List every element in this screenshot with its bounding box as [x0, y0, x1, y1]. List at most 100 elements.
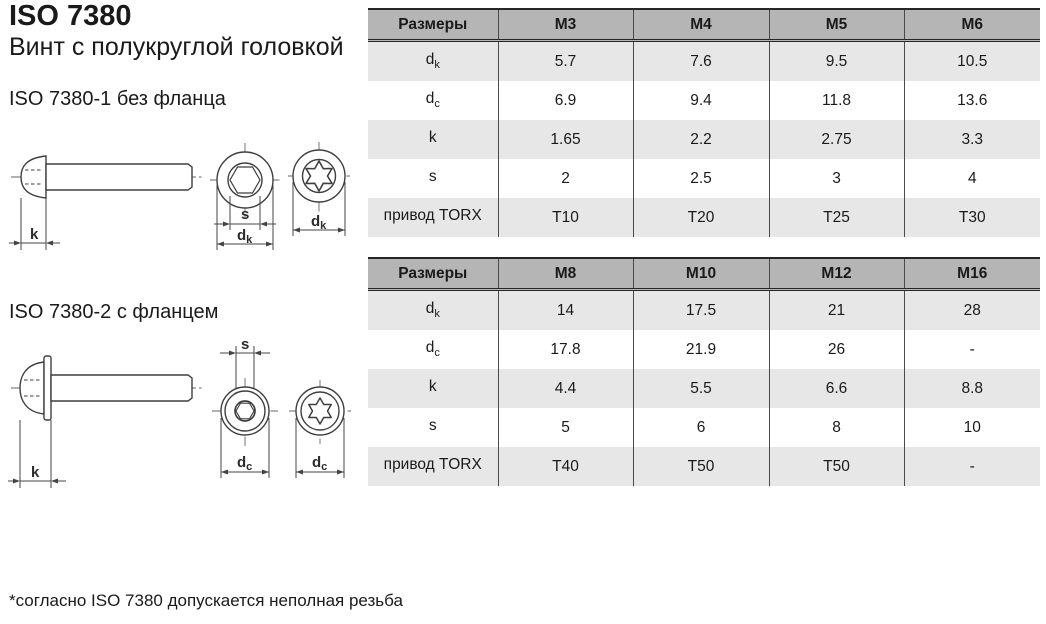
torx-star: [305, 160, 333, 192]
page-subtitle: Винт с полукруглой головкой: [9, 33, 344, 61]
table-cell: 6.6: [768, 369, 904, 408]
torx-socket-front-view: [288, 142, 350, 212]
table-row: dk 14 17.5 21 28: [368, 289, 1040, 330]
table-cell: 10: [903, 408, 1040, 447]
table-header-row: Размеры M8 M10 M12 M16: [368, 257, 1040, 291]
row-label-cell: dc: [425, 90, 440, 111]
table-cell: 2.75: [768, 120, 904, 159]
table-row: привод TORX T10 T20 T25 T30: [368, 198, 1040, 237]
table-row: dc 6.9 9.4 11.8 13.6: [368, 81, 1040, 120]
table-row: dk 5.7 7.6 9.5 10.5: [368, 40, 1040, 81]
table-cell: 2.2: [632, 120, 769, 159]
table-row: s 2 2.5 3 4: [368, 159, 1040, 198]
table-row: привод TORX T40 T50 T50 -: [368, 447, 1040, 486]
row-label-cell: dc: [425, 339, 440, 360]
table-cell: 3: [768, 159, 904, 198]
table-cell: 4.4: [497, 369, 633, 408]
dim-label-k: k: [30, 226, 39, 243]
screw-side-view-flanged: [11, 355, 204, 421]
spec-table-small-sizes: Размеры M3 M4 M5 M6 dk 5.7 7.6 9.5 10.5 …: [368, 8, 1040, 237]
column-header-size: M5: [768, 8, 904, 42]
table-cell: 9.5: [768, 40, 904, 81]
table-cell: 8: [768, 408, 904, 447]
table-cell: 11.8: [768, 81, 904, 120]
row-label-cell: k: [428, 129, 437, 147]
dimension-s: s: [214, 196, 276, 230]
column-header-size: M8: [497, 257, 633, 291]
column-header-size: M6: [903, 8, 1040, 42]
table-cell: 26: [768, 330, 904, 369]
table-cell: 17.5: [632, 289, 769, 330]
column-header-size: M4: [632, 8, 769, 42]
dim-label-dk: dk: [237, 227, 253, 246]
iso-7380-1-drawing: k s dk: [9, 142, 350, 250]
row-label-cell: s: [428, 417, 437, 435]
table-cell: -: [903, 330, 1040, 369]
iso-7380-2-drawing: k s dc: [8, 336, 351, 488]
row-label-cell: dk: [425, 300, 440, 321]
dim-label-dc: dc: [237, 454, 252, 473]
dimension-dk-hex: dk: [216, 185, 274, 250]
dimension-dc-torx: dc: [295, 418, 345, 478]
screw-side-view: [11, 155, 204, 199]
row-label-cell: привод TORX: [383, 456, 482, 474]
table-cell: 17.8: [497, 330, 633, 369]
table-cell: 1.65: [497, 120, 633, 159]
table-cell: T40: [497, 447, 633, 486]
dimension-dc-hex: dc: [220, 418, 270, 478]
dimension-k: k: [8, 420, 66, 488]
table-cell: 14: [497, 289, 633, 330]
table-cell: 2.5: [632, 159, 769, 198]
table-cell: 13.6: [903, 81, 1040, 120]
table-cell: 28: [903, 289, 1040, 330]
dimension-k: k: [9, 198, 60, 250]
row-label-cell: s: [428, 168, 437, 186]
torx-socket-front-view-flanged: [289, 380, 351, 444]
footnote: *согласно ISO 7380 допускается неполная …: [9, 591, 403, 610]
hex-socket-front-view: [210, 143, 280, 220]
table-cell: 6: [632, 408, 769, 447]
hex-socket-front-view-flanged: [212, 378, 278, 446]
table-cell: T50: [768, 447, 904, 486]
dim-label-s: s: [241, 206, 249, 223]
table-cell: 5: [497, 408, 633, 447]
table-cell: 21: [768, 289, 904, 330]
table-cell: 3.3: [903, 120, 1040, 159]
table-cell: 5.5: [632, 369, 769, 408]
table-cell: 8.8: [903, 369, 1040, 408]
table-cell: T20: [632, 198, 769, 237]
table-cell: T25: [768, 198, 904, 237]
table-row: dc 17.8 21.9 26 -: [368, 330, 1040, 369]
column-header-size: M3: [497, 8, 633, 42]
table-cell: T10: [497, 198, 633, 237]
table-cell: 7.6: [632, 40, 769, 81]
section-label-iso7380-1: ISO 7380-1 без фланца: [9, 88, 226, 110]
dimension-s: s: [220, 336, 270, 396]
table-cell: 2: [497, 159, 633, 198]
table-cell: 5.7: [497, 40, 633, 81]
table-cell: 4: [903, 159, 1040, 198]
table-row: k 4.4 5.5 6.6 8.8: [368, 369, 1040, 408]
dim-label-k: k: [31, 464, 40, 481]
page-title: ISO 7380: [9, 0, 132, 32]
table-cell: 9.4: [632, 81, 769, 120]
column-header-size: M10: [632, 257, 769, 291]
dimension-dk-torx: dk: [292, 182, 346, 236]
table-cell: 6.9: [497, 81, 633, 120]
dim-label-dk: dk: [311, 213, 327, 232]
column-header-dimensions: Размеры: [368, 8, 498, 42]
section-label-iso7380-2: ISO 7380-2 с фланцем: [9, 301, 219, 323]
column-header-size: M12: [768, 257, 904, 291]
row-label-cell: k: [428, 378, 437, 396]
spec-table-large-sizes: Размеры M8 M10 M12 M16 dk 14 17.5 21 28 …: [368, 257, 1040, 486]
column-header-size: M16: [903, 257, 1040, 291]
table-cell: -: [903, 447, 1040, 486]
row-label-cell: привод TORX: [383, 207, 482, 225]
table-cell: 10.5: [903, 40, 1040, 81]
table-cell: T50: [632, 447, 769, 486]
table-cell: 21.9: [632, 330, 769, 369]
row-label-cell: dk: [425, 51, 440, 72]
table-header-row: Размеры M3 M4 M5 M6: [368, 8, 1040, 42]
table-row: k 1.65 2.2 2.75 3.3: [368, 120, 1040, 159]
